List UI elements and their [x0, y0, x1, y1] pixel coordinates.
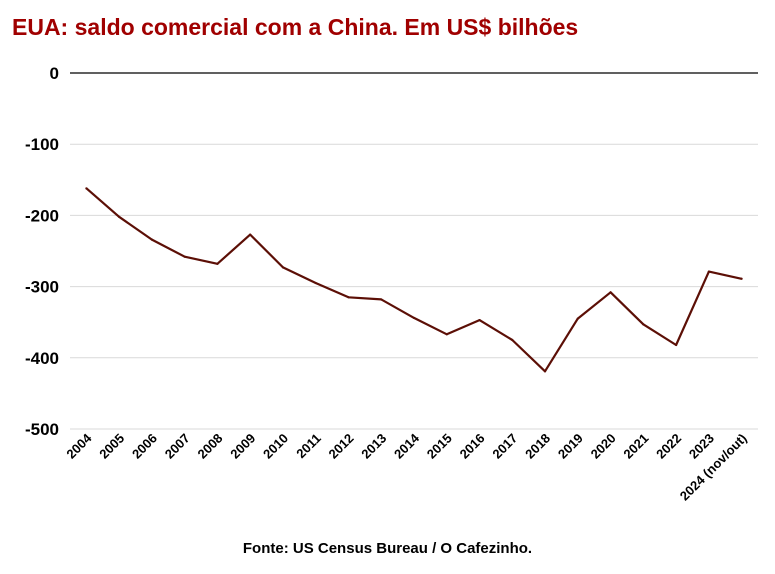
chart-title: EUA: saldo comercial com a China. Em US$…	[12, 14, 579, 40]
y-tick-label: -200	[25, 206, 59, 225]
x-tick-label: 2017	[489, 431, 520, 462]
x-tick-label: 2015	[424, 431, 455, 462]
data-point	[511, 338, 514, 342]
y-tick-label: 0	[50, 64, 59, 83]
x-tick-label: 2006	[129, 431, 160, 462]
x-tick-label: 2020	[588, 431, 619, 462]
data-point	[674, 343, 678, 347]
source-note: Fonte: US Census Bureau / O Cafezinho.	[242, 540, 533, 557]
data-point	[740, 277, 743, 280]
data-point	[707, 270, 710, 273]
x-tick-label: 2005	[96, 431, 127, 462]
y-tick-label: -100	[25, 135, 59, 154]
data-point	[543, 370, 547, 373]
x-tick-label: 2014	[391, 430, 423, 462]
x-tick-label: 2018	[522, 431, 553, 462]
x-tick-label: 2009	[227, 431, 258, 462]
x-tick-label: 2022	[653, 431, 684, 462]
x-tick-label: 2016	[457, 431, 488, 462]
x-tick-label: 2012	[326, 431, 357, 462]
x-tick-label: 2011	[293, 431, 324, 462]
x-tick-label: 2019	[555, 431, 586, 462]
y-axis-tick-labels: 0 -100 -200 -300 -400 -500	[25, 64, 59, 439]
data-point	[576, 317, 579, 320]
data-point	[609, 291, 612, 294]
data-point	[380, 298, 383, 301]
data-point	[85, 187, 88, 190]
x-tick-label: 2008	[194, 431, 225, 462]
data-point	[642, 323, 645, 326]
grid-lines	[70, 72, 758, 430]
data-point	[347, 296, 350, 299]
data-point	[314, 281, 317, 285]
data-point	[150, 238, 154, 241]
data-point	[445, 333, 448, 336]
data-point	[478, 318, 481, 322]
data-point	[183, 255, 186, 258]
y-tick-label: -500	[25, 420, 59, 439]
data-point	[118, 215, 121, 218]
x-tick-label: 2021	[620, 431, 651, 462]
x-tick-label: 2004	[63, 430, 95, 462]
data-point	[249, 233, 252, 236]
x-tick-label: 2013	[358, 431, 389, 462]
y-tick-label: -400	[25, 349, 59, 368]
data-point	[281, 266, 285, 269]
data-point	[412, 316, 416, 320]
x-tick-label: 2010	[260, 431, 291, 462]
x-axis-tick-labels: 2004 2005 2006 2007 2008 2009 2010 2011 2012 2013…	[63, 430, 749, 503]
data-point	[216, 262, 219, 265]
y-tick-label: -300	[25, 278, 59, 297]
x-tick-label: 2007	[162, 431, 193, 462]
series-layer	[85, 187, 743, 373]
